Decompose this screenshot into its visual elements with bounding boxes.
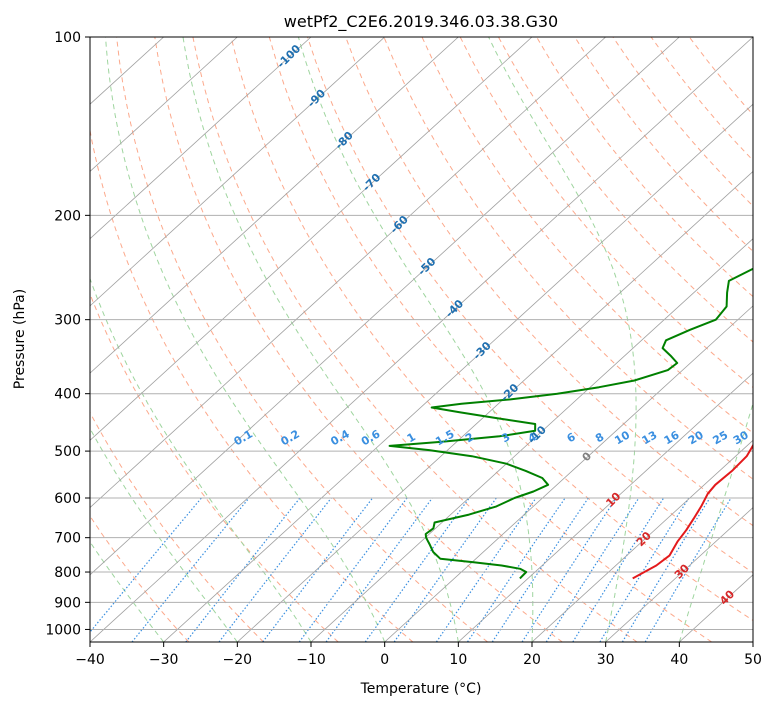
mixing-ratio-line: [466, 497, 566, 642]
moist-adiabat-line: [90, 427, 238, 642]
y-tick-label: 500: [54, 444, 81, 460]
moist-adiabat-line: [90, 277, 312, 642]
isotherm-line: [90, 37, 312, 240]
dry-adiabat-line: [268, 37, 753, 622]
x-tick-label: 30: [597, 652, 615, 668]
y-tick-label: 300: [54, 313, 81, 329]
moist-adiabat-line: [182, 37, 459, 642]
isotherm-line: [310, 238, 753, 642]
x-axis: −40 −30 −20 −10 0 10 20 30 40 50: [75, 642, 762, 668]
dry-adiabat-line: [154, 37, 563, 642]
isotherm-line: [384, 305, 753, 642]
y-tick-label: 700: [54, 531, 81, 547]
dry-adiabat-line: [90, 515, 190, 642]
x-tick-label: 40: [670, 652, 688, 668]
x-axis-label: Temperature (°C): [360, 681, 482, 697]
mixing-ratio-line: [599, 497, 690, 642]
isotherm-line: [531, 439, 753, 642]
mixing-ratio-line: [491, 497, 589, 642]
y-axis: 100 200 300 400 500 600 700 800 900 1000: [45, 30, 90, 638]
isotherm-line: [90, 37, 533, 441]
moist-adiabat-line: [678, 401, 753, 642]
x-tick-label: −30: [149, 652, 179, 668]
moist-adiabat-line: [488, 37, 637, 642]
mixing-ratio-line: [325, 497, 433, 642]
mixing-ratio-line: [644, 497, 732, 642]
isotherm-line: [90, 37, 680, 576]
mixing-ratio-line: [521, 497, 617, 642]
y-tick-label: 800: [54, 565, 81, 581]
temperature-profile-line: [632, 443, 753, 580]
x-tick-label: 0: [380, 652, 389, 668]
chart-title: wetPf2_C2E6.2019.346.03.38.G30: [284, 12, 558, 32]
mixing-ratio-line: [131, 497, 250, 642]
isotherm-line: [163, 103, 753, 642]
moist-adiabat-line: [297, 37, 534, 642]
x-tick-label: −40: [75, 652, 105, 668]
grid-lines: [90, 37, 753, 642]
dry-adiabat-line: [192, 37, 638, 642]
moist-adiabat-line: [105, 37, 386, 642]
y-tick-label: 100: [54, 30, 81, 46]
mixing-ratio-line: [185, 497, 301, 642]
x-tick-label: 10: [449, 652, 467, 668]
mixing-ratio-line: [90, 497, 202, 633]
mixing-ratio-line: [572, 497, 665, 642]
y-tick-label: 200: [54, 208, 81, 224]
mixing-ratio-line: [298, 497, 408, 642]
isotherm-line: [90, 37, 385, 307]
dry-adiabat-line: [90, 127, 414, 642]
y-tick-label: 900: [54, 595, 81, 611]
dry-adiabat-line: [116, 37, 488, 642]
dry-adiabat-line: [497, 37, 753, 343]
isotherm-line: [90, 37, 459, 374]
dry-adiabat-line: [307, 37, 753, 574]
isotherm-line: [237, 170, 753, 642]
mixing-ratio-line: [218, 497, 332, 642]
mixing-ratio-line: [621, 497, 711, 642]
isotherm-line: [90, 37, 606, 509]
x-tick-label: −10: [296, 652, 326, 668]
x-tick-label: 20: [523, 652, 541, 668]
x-tick-label: 50: [744, 652, 762, 668]
plot-frame: [89, 36, 754, 643]
y-tick-label: 1000: [45, 622, 81, 638]
mixing-ratio-line: [262, 497, 374, 642]
y-tick-label: 400: [54, 387, 81, 403]
dewpoint-profile-line: [388, 267, 753, 580]
mixing-ratio-line: [364, 497, 470, 642]
dry-adiabat-line: [90, 411, 264, 642]
profile-lines: [388, 267, 753, 580]
dry-adiabat-line: [459, 37, 753, 389]
isotherm-line: [90, 37, 238, 172]
x-tick-label: −20: [223, 652, 253, 668]
y-axis-label: Pressure (hPa): [12, 289, 28, 389]
isotherm-line: [90, 37, 753, 642]
isotherm-line: [458, 372, 753, 642]
y-tick-label: 600: [54, 491, 81, 507]
isotherm-line: [605, 507, 753, 642]
dry-adiabat-line: [90, 292, 339, 642]
